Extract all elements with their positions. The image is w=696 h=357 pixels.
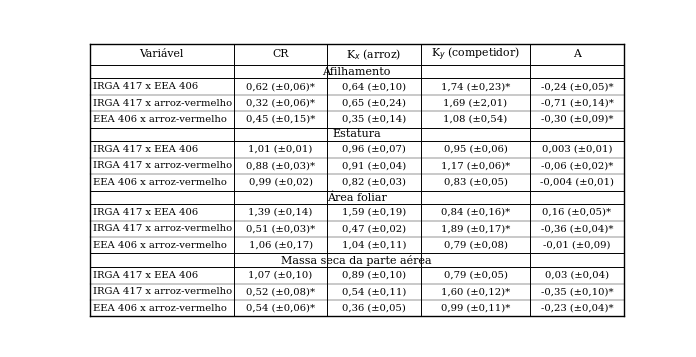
Text: IRGA 417 x arroz-vermelho: IRGA 417 x arroz-vermelho [93,161,232,170]
Text: IRGA 417 x arroz-vermelho: IRGA 417 x arroz-vermelho [93,287,232,296]
Text: 1,08 (±0,54): 1,08 (±0,54) [443,115,507,124]
Text: -0,06 (±0,02)*: -0,06 (±0,02)* [541,161,613,170]
Text: 0,89 (±0,10): 0,89 (±0,10) [342,271,406,280]
Text: 1,89 (±0,17)*: 1,89 (±0,17)* [441,224,510,233]
Text: 0,79 (±0,08): 0,79 (±0,08) [443,241,507,250]
Text: 1,17 (±0,06)*: 1,17 (±0,06)* [441,161,510,170]
Text: 1,60 (±0,12)*: 1,60 (±0,12)* [441,287,510,296]
Text: 1,07 (±0,10): 1,07 (±0,10) [248,271,313,280]
Text: 0,36 (±0,05): 0,36 (±0,05) [342,304,406,313]
Text: 0,62 (±0,06)*: 0,62 (±0,06)* [246,82,315,91]
Text: 0,65 (±0,24): 0,65 (±0,24) [342,99,406,107]
Text: IRGA 417 x arroz-vermelho: IRGA 417 x arroz-vermelho [93,99,232,107]
Text: 0,54 (±0,11): 0,54 (±0,11) [342,287,406,296]
Text: A: A [573,50,581,60]
Text: 0,95 (±0,06): 0,95 (±0,06) [443,145,507,154]
Text: 0,79 (±0,05): 0,79 (±0,05) [443,271,507,280]
Text: 0,91 (±0,04): 0,91 (±0,04) [342,161,406,170]
Text: IRGA 417 x EEA 406: IRGA 417 x EEA 406 [93,145,198,154]
Text: Massa seca da parte aérea: Massa seca da parte aérea [281,255,432,266]
Text: 0,96 (±0,07): 0,96 (±0,07) [342,145,406,154]
Text: 0,54 (±0,06)*: 0,54 (±0,06)* [246,304,315,313]
Text: 0,16 (±0,05)*: 0,16 (±0,05)* [542,208,612,217]
Text: Variável: Variável [140,50,184,60]
Text: EEA 406 x arroz-vermelho: EEA 406 x arroz-vermelho [93,304,228,313]
Text: 0,82 (±0,03): 0,82 (±0,03) [342,178,406,187]
Text: IRGA 417 x EEA 406: IRGA 417 x EEA 406 [93,208,198,217]
Text: -0,36 (±0,04)*: -0,36 (±0,04)* [541,224,613,233]
Text: Estatura: Estatura [332,130,381,140]
Text: 1,06 (±0,17): 1,06 (±0,17) [248,241,313,250]
Text: 0,03 (±0,04): 0,03 (±0,04) [545,271,609,280]
Text: 0,52 (±0,08)*: 0,52 (±0,08)* [246,287,315,296]
Text: EEA 406 x arroz-vermelho: EEA 406 x arroz-vermelho [93,115,228,124]
Text: -0,24 (±0,05)*: -0,24 (±0,05)* [541,82,613,91]
Text: 0,83 (±0,05): 0,83 (±0,05) [443,178,507,187]
Text: 0,003 (±0,01): 0,003 (±0,01) [541,145,612,154]
Text: -0,004 (±0,01): -0,004 (±0,01) [540,178,614,187]
Text: IRGA 417 x arroz-vermelho: IRGA 417 x arroz-vermelho [93,224,232,233]
Text: 1,69 (±2,01): 1,69 (±2,01) [443,99,507,107]
Text: 0,51 (±0,03)*: 0,51 (±0,03)* [246,224,315,233]
Text: 0,84 (±0,16)*: 0,84 (±0,16)* [441,208,510,217]
Text: -0,01 (±0,09): -0,01 (±0,09) [543,241,610,250]
Text: EEA 406 x arroz-vermelho: EEA 406 x arroz-vermelho [93,178,228,187]
Text: 1,01 (±0,01): 1,01 (±0,01) [248,145,313,154]
Text: EEA 406 x arroz-vermelho: EEA 406 x arroz-vermelho [93,241,228,250]
Text: IRGA 417 x EEA 406: IRGA 417 x EEA 406 [93,82,198,91]
Text: -0,71 (±0,14)*: -0,71 (±0,14)* [541,99,613,107]
Text: 1,74 (±0,23)*: 1,74 (±0,23)* [441,82,510,91]
Text: Área foliar: Área foliar [326,192,387,203]
Text: IRGA 417 x EEA 406: IRGA 417 x EEA 406 [93,271,198,280]
Text: 0,45 (±0,15)*: 0,45 (±0,15)* [246,115,315,124]
Text: 0,47 (±0,02): 0,47 (±0,02) [342,224,406,233]
Text: 0,32 (±0,06)*: 0,32 (±0,06)* [246,99,315,107]
Text: 0,99 (±0,02): 0,99 (±0,02) [248,178,313,187]
Text: 0,99 (±0,11)*: 0,99 (±0,11)* [441,304,510,313]
Text: -0,35 (±0,10)*: -0,35 (±0,10)* [541,287,613,296]
Text: Afilhamento: Afilhamento [322,66,391,76]
Text: 1,04 (±0,11): 1,04 (±0,11) [342,241,406,250]
Text: 1,39 (±0,14): 1,39 (±0,14) [248,208,313,217]
Text: -0,23 (±0,04)*: -0,23 (±0,04)* [541,304,613,313]
Text: 0,64 (±0,10): 0,64 (±0,10) [342,82,406,91]
Text: -0,30 (±0,09)*: -0,30 (±0,09)* [541,115,613,124]
Text: 0,35 (±0,14): 0,35 (±0,14) [342,115,406,124]
Text: K$_x$ (arroz): K$_x$ (arroz) [347,47,402,62]
Text: K$_y$ (competidor): K$_y$ (competidor) [431,46,520,63]
Text: 0,88 (±0,03)*: 0,88 (±0,03)* [246,161,315,170]
Text: CR: CR [272,50,289,60]
Text: 1,59 (±0,19): 1,59 (±0,19) [342,208,406,217]
